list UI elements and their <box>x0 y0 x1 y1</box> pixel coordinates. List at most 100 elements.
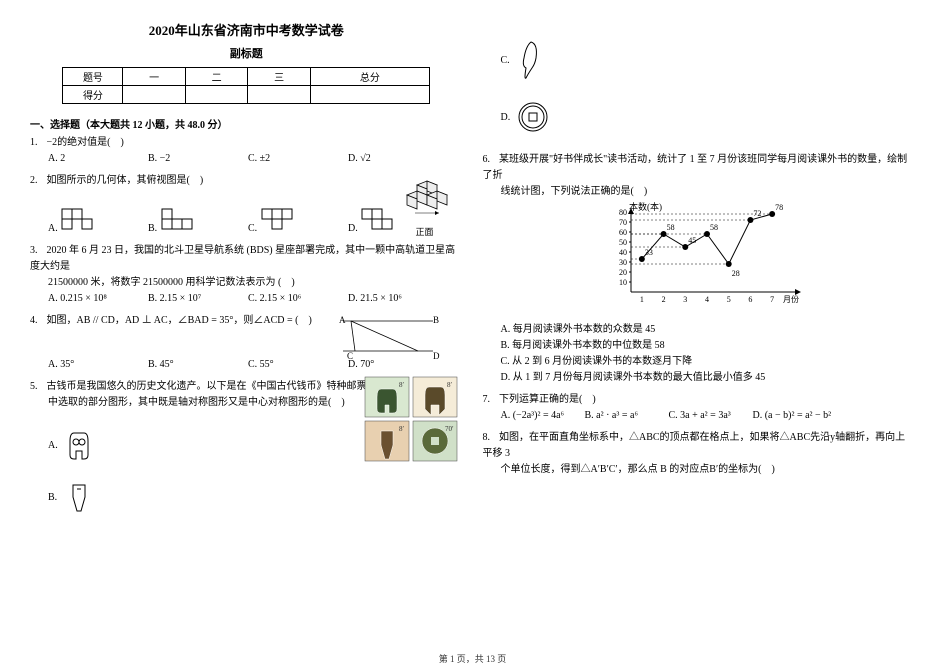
q-num: 4. <box>30 313 44 329</box>
opt-c: C. 从 2 到 6 月份阅读课外书的本数逐月下降 <box>501 354 916 370</box>
svg-text:72: 72 <box>753 209 761 218</box>
page-title: 2020年山东省济南市中考数学试卷 <box>30 20 463 39</box>
question-8: 8. 如图，在平面直角坐标系中，△ABC的顶点都在格点上，如果将△ABC先沿y轴… <box>483 430 916 478</box>
svg-text:33: 33 <box>644 248 652 257</box>
svg-text:月份: 月份 <box>783 294 799 304</box>
opt-a: A. (−2a³)² = 4a⁶ <box>501 408 571 424</box>
svg-text:28: 28 <box>731 269 739 278</box>
coin-icon <box>516 100 550 134</box>
svg-text:A: A <box>339 315 346 325</box>
coin-icon <box>516 38 546 82</box>
opt-a: A. 35° <box>48 357 118 373</box>
svg-text:2: 2 <box>661 295 665 304</box>
td-blank <box>185 86 247 104</box>
svg-text:70: 70 <box>619 218 627 227</box>
th-col2: 二 <box>185 68 247 86</box>
td-blank <box>310 86 429 104</box>
svg-text:5: 5 <box>726 295 730 304</box>
svg-text:B: B <box>433 315 439 325</box>
svg-text:7: 7 <box>770 295 774 304</box>
svg-text:本数(本): 本数(本) <box>629 201 662 212</box>
svg-text:58: 58 <box>710 223 718 232</box>
opt-d: D. 21.5 × 10⁶ <box>348 291 418 307</box>
opt-b: B. 2.15 × 10⁷ <box>148 291 218 307</box>
front-label: 正面 <box>397 225 453 239</box>
shape-icon <box>160 207 200 231</box>
table-row: 得分 <box>63 86 430 104</box>
q-text-cont: 个单位长度，得到△A′B′C′，那么点 B 的对应点B′的坐标为( ) <box>501 464 775 475</box>
question-1: 1. −2的绝对值是( ) A. 2 B. −2 C. ±2 D. √2 <box>30 135 463 167</box>
svg-text:D: D <box>433 351 440 361</box>
q-text: 如图，AB // CD，AD ⊥ AC，∠BAD = 35°，则∠ACD = (… <box>47 315 312 326</box>
q-num: 5. <box>30 379 44 395</box>
opt-d: D. (a − b)² = a² − b² <box>753 408 832 424</box>
coin-icon <box>63 481 93 515</box>
question-5: 5. 古钱币是我国悠久的历史文化遗产。以下是在《中国古代钱币》特种邮票 中选取的… <box>30 379 463 515</box>
q-text: 下列运算正确的是( ) <box>499 394 596 405</box>
svg-text:60: 60 <box>619 228 627 237</box>
q-text-cont: 线统计图，下列说法正确的是( ) <box>501 186 648 197</box>
page-footer: 第 1 页，共 13 页 <box>0 652 945 665</box>
opt-d: D. <box>501 100 916 134</box>
shape-icon <box>260 207 300 231</box>
svg-text:8′: 8′ <box>447 381 453 389</box>
opt-c: C. ±2 <box>248 151 318 167</box>
angle-figure: A B C D <box>333 313 443 367</box>
svg-text:6: 6 <box>748 295 752 304</box>
opt-c: C. 55° <box>248 357 318 373</box>
q-text: 某班级开展"好书伴成长"读书活动，统计了 1 至 7 月份该班同学每月阅读课外书… <box>483 154 908 181</box>
td-blank <box>248 86 310 104</box>
opt-b: B. <box>48 481 463 515</box>
shape-icon <box>60 207 100 231</box>
opt-a: A. 2 <box>48 151 118 167</box>
svg-text:C: C <box>347 351 353 361</box>
th-col3: 三 <box>248 68 310 86</box>
question-2: 2. 如图所示的几何体，其俯视图是( ) <box>30 173 463 237</box>
cube-figure: 正面 <box>397 173 453 239</box>
th-col1: 一 <box>123 68 185 86</box>
line-chart: 本数(本)10203040506070801234567月份3358455828… <box>603 200 916 316</box>
question-7: 7. 下列运算正确的是( ) A. (−2a³)² = 4a⁶ B. a² · … <box>483 392 916 424</box>
q-text: 如图，在平面直角坐标系中，△ABC的顶点都在格点上，如果将△ABC先沿y轴翻折，… <box>483 432 906 459</box>
q-text: 2020 年 6 月 23 日，我国的北斗卫星导航系统 (BDS) 星座部署完成… <box>30 245 455 272</box>
opt-a: A. 每月阅读课外书本数的众数是 45 <box>501 322 916 338</box>
th-total: 总分 <box>310 68 429 86</box>
svg-text:70′: 70′ <box>445 425 454 433</box>
q-num: 3. <box>30 243 44 259</box>
q-num: 1. <box>30 135 44 151</box>
q-num: 7. <box>483 392 497 408</box>
q-num: 8. <box>483 430 497 446</box>
svg-text:10: 10 <box>619 278 627 287</box>
opt-b: B. −2 <box>148 151 218 167</box>
svg-text:1: 1 <box>639 295 643 304</box>
svg-text:30: 30 <box>619 258 627 267</box>
opt-b: B. a² · a³ = a⁶ <box>585 408 655 424</box>
svg-text:40: 40 <box>619 248 627 257</box>
page-subtitle: 副标题 <box>30 45 463 61</box>
q-num: 6. <box>483 152 497 168</box>
opt-c: C. <box>501 38 916 82</box>
opt-b: B. 每月阅读课外书本数的中位数是 58 <box>501 338 916 354</box>
q-text: −2的绝对值是( ) <box>47 137 124 148</box>
q-num: 2. <box>30 173 44 189</box>
q-text-cont: 21500000 米，将数字 21500000 用科学记数法表示为 ( ) <box>48 277 295 288</box>
svg-text:58: 58 <box>666 223 674 232</box>
svg-text:50: 50 <box>619 238 627 247</box>
svg-text:45: 45 <box>688 236 696 245</box>
opt-d: D. 从 1 到 7 月份每月阅读课外书本数的最大值比最小值多 45 <box>501 370 916 386</box>
opt-a: A. 0.215 × 10⁸ <box>48 291 118 307</box>
td-blank <box>123 86 185 104</box>
th-label: 题号 <box>63 68 123 86</box>
opt-d: D. √2 <box>348 151 418 167</box>
svg-text:80: 80 <box>619 208 627 217</box>
svg-text:8′: 8′ <box>399 381 405 389</box>
svg-text:4: 4 <box>705 295 709 304</box>
svg-text:8′: 8′ <box>399 425 405 433</box>
svg-text:78: 78 <box>775 203 783 212</box>
shape-icon <box>360 207 400 231</box>
opt-b: B. <box>148 207 218 237</box>
score-table: 题号 一 二 三 总分 得分 <box>62 67 430 104</box>
opt-a: A. <box>48 207 118 237</box>
q-text-cont: 中选取的部分图形，其中既是轴对称图形又是中心对称图形的是( ) <box>48 397 345 408</box>
section-heading: 一、选择题（本大题共 12 小题，共 48.0 分） <box>30 116 463 131</box>
